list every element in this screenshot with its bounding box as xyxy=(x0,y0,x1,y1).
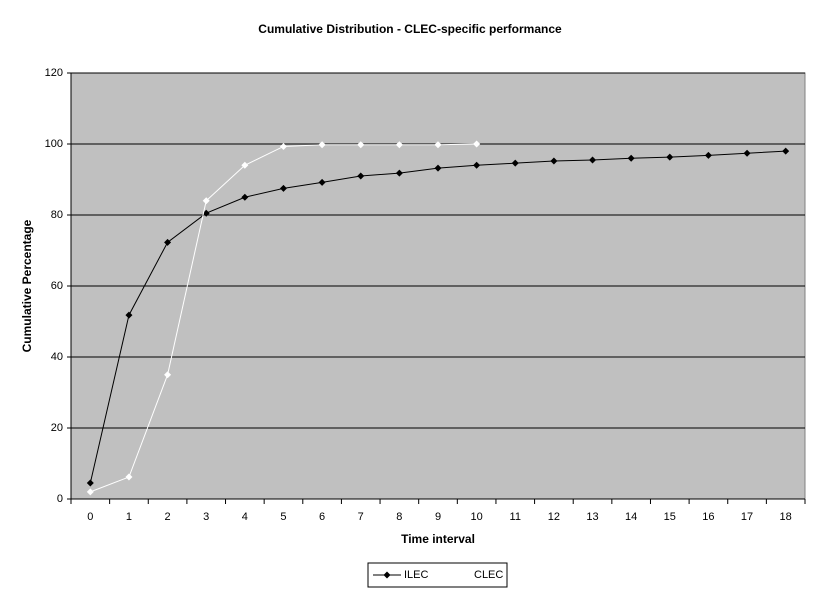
marker xyxy=(589,156,597,164)
marker xyxy=(782,147,790,155)
marker xyxy=(279,184,287,192)
marker xyxy=(86,488,94,496)
legend-label: ILEC xyxy=(404,569,429,581)
x-tick-label: 13 xyxy=(586,511,598,523)
x-tick-label: 17 xyxy=(741,511,753,523)
marker xyxy=(627,154,635,162)
x-tick-label: 11 xyxy=(510,511,521,523)
legend-marker xyxy=(383,571,391,579)
x-tick-label: 12 xyxy=(548,511,560,523)
x-tick-label: 7 xyxy=(358,511,364,523)
y-tick-label: 100 xyxy=(45,138,63,150)
marker xyxy=(743,149,751,157)
marker xyxy=(666,153,674,161)
y-tick-label: 60 xyxy=(51,280,63,292)
marker xyxy=(241,161,249,169)
marker xyxy=(86,479,94,487)
y-tick-label: 20 xyxy=(51,422,63,434)
marker xyxy=(395,141,403,149)
x-tick-label: 14 xyxy=(625,511,637,523)
marker xyxy=(395,169,403,177)
marker xyxy=(473,161,481,169)
x-tick-label: 9 xyxy=(435,511,441,523)
chart-title: Cumulative Distribution - CLEC-specific … xyxy=(258,22,562,36)
x-tick-label: 10 xyxy=(471,511,483,523)
marker xyxy=(434,164,442,172)
marker xyxy=(202,197,210,205)
x-tick-label: 2 xyxy=(165,511,171,523)
x-tick-label: 1 xyxy=(126,511,132,523)
legend-marker xyxy=(453,571,461,579)
y-tick-label: 40 xyxy=(51,351,63,363)
x-tick-label: 6 xyxy=(319,511,325,523)
marker xyxy=(318,178,326,186)
marker xyxy=(164,371,172,379)
x-tick-label: 8 xyxy=(396,511,402,523)
y-axis-label: Cumulative Percentage xyxy=(20,219,34,352)
marker xyxy=(511,159,519,167)
legend-label: CLEC xyxy=(474,569,503,581)
y-tick-label: 120 xyxy=(45,67,63,79)
x-tick-label: 16 xyxy=(702,511,714,523)
x-tick-label: 0 xyxy=(87,511,93,523)
marker xyxy=(125,311,133,319)
x-tick-label: 18 xyxy=(780,511,792,523)
marker xyxy=(318,141,326,149)
x-axis-label: Time interval xyxy=(401,532,475,546)
marker xyxy=(164,238,172,246)
marker xyxy=(279,142,287,150)
x-tick-label: 3 xyxy=(203,511,209,523)
marker xyxy=(202,209,210,217)
y-tick-label: 0 xyxy=(57,493,63,505)
marker xyxy=(357,172,365,180)
marker xyxy=(550,157,558,165)
marker xyxy=(434,141,442,149)
y-tick-label: 80 xyxy=(51,209,63,221)
x-tick-label: 15 xyxy=(664,511,676,523)
x-tick-label: 4 xyxy=(242,511,248,523)
marker xyxy=(704,151,712,159)
marker xyxy=(241,193,249,201)
marker xyxy=(125,473,133,481)
x-tick-label: 5 xyxy=(280,511,286,523)
marker xyxy=(357,141,365,149)
marker xyxy=(473,140,481,148)
